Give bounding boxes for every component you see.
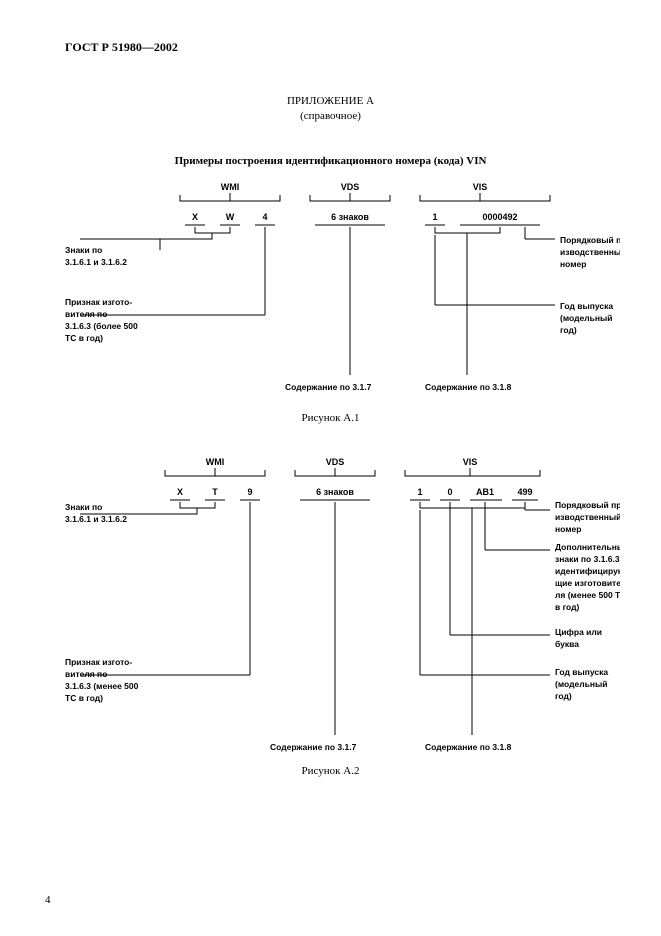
svg-text:Порядковый про-: Порядковый про- <box>560 235 620 245</box>
svg-text:знаки по 3.1.6.3,: знаки по 3.1.6.3, <box>555 554 620 564</box>
svg-text:4: 4 <box>262 212 267 222</box>
figure-2: WMI VDS VIS X T 9 6 знаков 1 0 AB1 499 З… <box>60 450 620 780</box>
svg-text:VIS: VIS <box>473 182 488 192</box>
svg-text:WMI: WMI <box>221 182 240 192</box>
appendix-title: ПРИЛОЖЕНИЕ А <box>0 95 661 107</box>
svg-text:Признак изгото-: Признак изгото- <box>65 297 132 307</box>
svg-text:щие изготовите-: щие изготовите- <box>555 578 620 588</box>
svg-text:(модельный: (модельный <box>555 679 607 689</box>
svg-text:W: W <box>226 212 235 222</box>
svg-text:1: 1 <box>432 212 437 222</box>
svg-text:ля (менее 500 ТС: ля (менее 500 ТС <box>555 590 620 600</box>
svg-text:Год выпуска: Год выпуска <box>555 667 608 677</box>
svg-text:номер: номер <box>555 524 581 534</box>
svg-text:год): год) <box>560 325 577 335</box>
page: ГОСТ Р 51980—2002 ПРИЛОЖЕНИЕ А (справочн… <box>0 0 661 936</box>
svg-text:0000492: 0000492 <box>482 212 517 222</box>
svg-text:Содержание по 3.1.8: Содержание по 3.1.8 <box>425 742 512 752</box>
svg-text:6 знаков: 6 знаков <box>331 212 369 222</box>
svg-text:Знаки по: Знаки по <box>65 502 102 512</box>
appendix-subtitle: (справочное) <box>0 110 661 122</box>
svg-text:WMI: WMI <box>206 457 225 467</box>
svg-text:ТС в год): ТС в год) <box>65 333 103 343</box>
svg-text:Содержание по 3.1.8: Содержание по 3.1.8 <box>425 382 512 392</box>
svg-text:идентифицирую-: идентифицирую- <box>555 566 620 576</box>
svg-text:3.1.6.3 (более 500: 3.1.6.3 (более 500 <box>65 321 138 331</box>
svg-text:3.1.6.1 и 3.1.6.2: 3.1.6.1 и 3.1.6.2 <box>65 257 127 267</box>
svg-text:номер: номер <box>560 259 586 269</box>
svg-text:Год выпуска: Год выпуска <box>560 301 613 311</box>
figure-1: WMI VDS VIS X W 4 6 знаков 1 0000492 Зна… <box>60 175 620 405</box>
section-title: Примеры построения идентификационного но… <box>0 155 661 167</box>
svg-text:3.1.6.3 (менее 500: 3.1.6.3 (менее 500 <box>65 681 139 691</box>
svg-text:AB1: AB1 <box>476 487 494 497</box>
svg-text:3.1.6.1 и 3.1.6.2: 3.1.6.1 и 3.1.6.2 <box>65 514 127 524</box>
svg-text:ТС в год): ТС в год) <box>65 693 103 703</box>
svg-text:X: X <box>177 487 183 497</box>
svg-text:Цифра или: Цифра или <box>555 627 602 637</box>
svg-text:в год): в год) <box>555 602 579 612</box>
svg-text:изводственный: изводственный <box>560 247 620 257</box>
svg-text:Содержание по 3.1.7: Содержание по 3.1.7 <box>285 382 372 392</box>
svg-text:Признак изгото-: Признак изгото- <box>65 657 132 667</box>
svg-text:Порядковый про-: Порядковый про- <box>555 500 620 510</box>
svg-text:VDS: VDS <box>341 182 360 192</box>
svg-text:499: 499 <box>517 487 532 497</box>
svg-text:1: 1 <box>417 487 422 497</box>
svg-text:год): год) <box>555 691 572 701</box>
svg-text:Знаки по: Знаки по <box>65 245 102 255</box>
svg-text:вителя по: вителя по <box>65 309 107 319</box>
svg-text:9: 9 <box>247 487 252 497</box>
svg-text:X: X <box>192 212 198 222</box>
page-number: 4 <box>45 894 51 906</box>
figure-2-caption: Рисунок А.2 <box>0 765 661 777</box>
svg-text:буква: буква <box>555 639 579 649</box>
svg-text:6 знаков: 6 знаков <box>316 487 354 497</box>
figure-1-caption: Рисунок А.1 <box>0 412 661 424</box>
doc-header: ГОСТ Р 51980—2002 <box>65 40 178 55</box>
svg-text:0: 0 <box>447 487 452 497</box>
svg-text:вителя по: вителя по <box>65 669 107 679</box>
svg-text:изводственный: изводственный <box>555 512 620 522</box>
svg-text:Дополнительные: Дополнительные <box>555 542 620 552</box>
svg-text:VIS: VIS <box>463 457 478 467</box>
svg-text:(модельный: (модельный <box>560 313 612 323</box>
svg-text:VDS: VDS <box>326 457 345 467</box>
svg-text:T: T <box>212 487 218 497</box>
svg-text:Содержание по 3.1.7: Содержание по 3.1.7 <box>270 742 357 752</box>
